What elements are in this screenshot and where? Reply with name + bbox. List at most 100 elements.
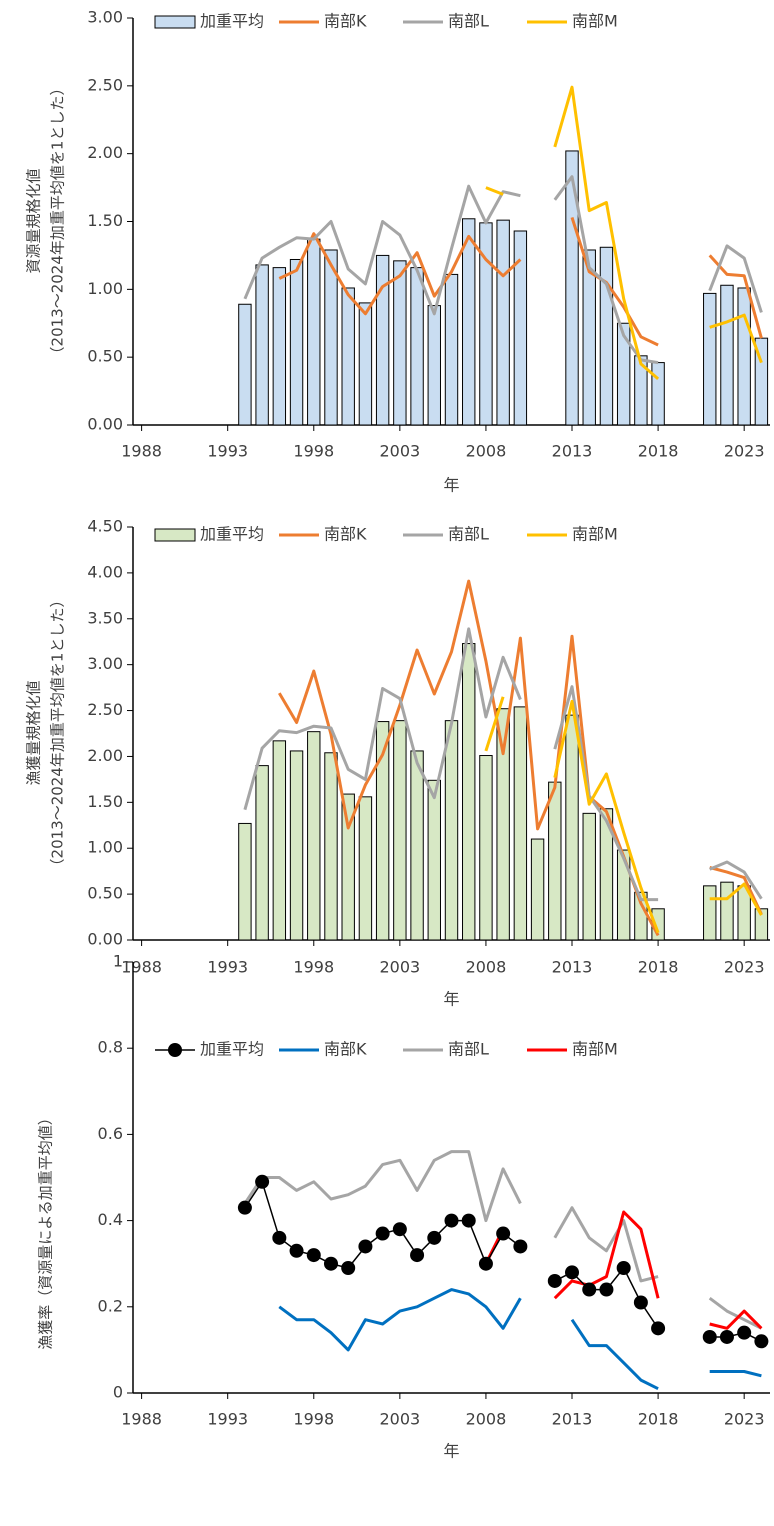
bar <box>462 218 476 426</box>
x-tick-label: 2023 <box>724 1410 765 1429</box>
bar <box>307 731 321 941</box>
marker <box>255 1174 270 1189</box>
bar <box>358 796 373 941</box>
marker <box>496 1226 511 1241</box>
marker <box>237 1200 252 1215</box>
bar <box>410 750 424 941</box>
bar <box>272 740 287 941</box>
bar <box>720 881 734 941</box>
bar <box>599 808 614 941</box>
y-tick-label: 1.00 <box>87 279 123 298</box>
legend-label: 加重平均 <box>200 12 264 31</box>
y-axis-title: 資源量規格化値 <box>25 168 43 273</box>
x-tick-label: 2013 <box>552 442 593 461</box>
bar <box>548 781 562 941</box>
line <box>278 1288 762 1391</box>
bar <box>255 765 269 941</box>
y-tick-label: 1.00 <box>87 838 123 857</box>
legend-label: 加重平均 <box>200 1040 264 1059</box>
y-tick-label: 4.50 <box>87 517 123 536</box>
bar <box>427 779 441 941</box>
y-tick-label: 3.00 <box>87 8 123 27</box>
y-axis-title: （2013～2024年加重平均値を1とした） <box>49 593 67 874</box>
bar <box>444 720 459 941</box>
bar <box>427 305 441 426</box>
bar <box>479 755 493 941</box>
marker <box>651 1321 666 1336</box>
y-tick-label: 2.00 <box>87 143 123 162</box>
x-tick-label: 2018 <box>638 958 679 977</box>
bar <box>289 750 304 941</box>
y-tick-label: 2.00 <box>87 746 123 765</box>
x-tick-label: 2018 <box>638 1410 679 1429</box>
x-axis-title: 年 <box>443 1442 459 1461</box>
marker <box>289 1243 304 1258</box>
marker <box>323 1256 338 1271</box>
bar <box>599 246 614 426</box>
y-tick-label: 1 <box>113 952 123 971</box>
marker <box>702 1329 717 1344</box>
x-tick-label: 2018 <box>638 442 679 461</box>
bar <box>324 752 338 941</box>
x-tick-label: 2013 <box>552 958 593 977</box>
bar <box>289 258 304 426</box>
bar <box>496 708 510 941</box>
bar <box>496 219 510 426</box>
bar <box>754 908 769 941</box>
marker <box>358 1239 373 1254</box>
y-tick-label: 3.00 <box>87 654 123 673</box>
marker <box>341 1261 356 1276</box>
y-tick-label: 0.8 <box>98 1038 123 1057</box>
legend-label: 南部K <box>324 12 367 31</box>
marker <box>513 1239 528 1254</box>
marker <box>565 1265 580 1280</box>
y-tick-label: 0.00 <box>87 415 123 434</box>
legend-label: 南部L <box>448 525 489 544</box>
legend-label: 南部M <box>572 1040 618 1059</box>
x-tick-label: 1993 <box>207 958 248 977</box>
marker <box>633 1295 648 1310</box>
x-tick-label: 1993 <box>207 1410 248 1429</box>
marker <box>444 1213 459 1228</box>
marker <box>547 1273 562 1288</box>
bar <box>410 267 424 426</box>
y-tick-label: 2.50 <box>87 700 123 719</box>
marker <box>737 1325 752 1340</box>
line <box>243 1150 763 1330</box>
x-tick-label: 2003 <box>379 958 420 977</box>
bar <box>565 150 579 426</box>
legend-label: 南部L <box>448 1040 489 1059</box>
bar <box>238 303 252 426</box>
y-tick-label: 1.50 <box>87 792 123 811</box>
y-tick-label: 0.6 <box>98 1124 123 1143</box>
legend-label: 南部K <box>324 525 367 544</box>
legend-swatch <box>154 528 196 542</box>
chart: 0.00 0.50 1.00 1.50 2.00 2.50 3.00 1988 1993 1998… <box>25 8 770 495</box>
x-tick-label: 1998 <box>293 442 334 461</box>
x-tick-label: 2023 <box>724 442 765 461</box>
y-tick-label: 0.2 <box>98 1296 123 1315</box>
y-axis-title: 漁獲量規格化値 <box>25 680 43 785</box>
x-tick-label: 1988 <box>121 958 162 977</box>
legend-label: 南部L <box>448 12 489 31</box>
bar <box>462 643 476 941</box>
marker <box>719 1329 734 1344</box>
legend-marker <box>168 1043 182 1057</box>
bar <box>341 793 355 941</box>
x-axis-title: 年 <box>443 990 459 1009</box>
bar <box>393 260 407 426</box>
bar <box>272 267 287 426</box>
bar <box>737 287 751 426</box>
line <box>485 85 763 381</box>
marker <box>306 1248 321 1263</box>
bar <box>582 812 596 941</box>
marker <box>461 1213 476 1228</box>
x-tick-label: 1998 <box>293 1410 334 1429</box>
bar <box>616 849 631 941</box>
bar <box>255 264 269 426</box>
x-tick-label: 1998 <box>293 958 334 977</box>
bar <box>720 284 734 426</box>
marker <box>272 1230 287 1245</box>
